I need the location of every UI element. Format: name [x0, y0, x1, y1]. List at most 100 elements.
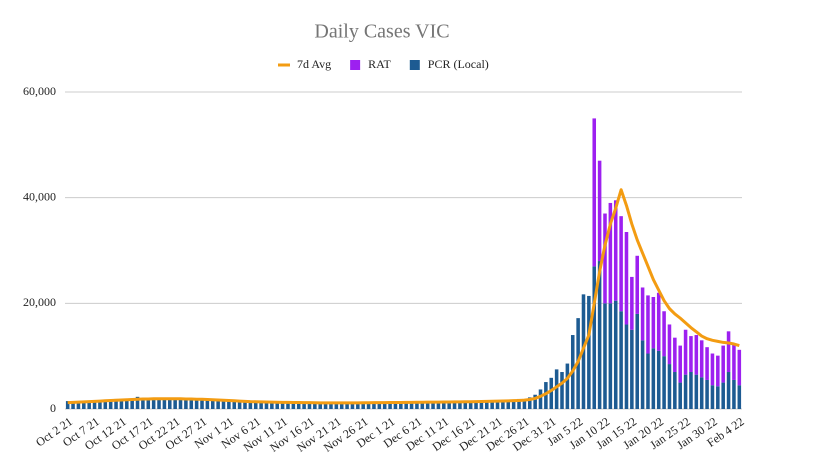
bar — [710, 353, 715, 386]
bar — [608, 303, 613, 409]
bar — [673, 337, 677, 373]
bar — [184, 399, 188, 409]
bar — [431, 402, 435, 409]
bar — [382, 402, 387, 409]
bar — [243, 401, 247, 409]
bar — [87, 400, 91, 409]
y-tick-label: 0 — [50, 401, 56, 415]
legend-label: RAT — [368, 57, 391, 71]
bar — [334, 403, 339, 409]
bar — [162, 398, 167, 409]
legend-label: PCR (Local) — [428, 57, 489, 71]
bar — [114, 398, 118, 409]
bar — [651, 348, 656, 409]
bar — [286, 402, 290, 409]
bar — [678, 345, 682, 383]
bar — [522, 399, 527, 409]
bar — [178, 398, 183, 409]
bar — [662, 356, 666, 409]
bar — [76, 401, 81, 409]
bar — [613, 300, 618, 409]
bar — [721, 345, 725, 383]
bar — [597, 160, 602, 262]
bar — [270, 402, 274, 409]
bar — [296, 402, 301, 409]
bar — [221, 400, 226, 409]
bar — [119, 398, 124, 409]
legend-label: 7d Avg — [297, 57, 331, 71]
bar — [603, 303, 607, 409]
bar — [361, 402, 365, 409]
bar — [339, 402, 344, 409]
bar — [538, 389, 543, 409]
bar — [592, 118, 597, 267]
bar — [313, 403, 317, 409]
bar — [98, 400, 102, 409]
bar — [425, 402, 430, 409]
bar — [436, 402, 441, 409]
bar — [689, 372, 693, 409]
bar — [173, 398, 177, 409]
bar — [210, 400, 215, 409]
bar — [108, 399, 113, 409]
bar — [662, 311, 666, 357]
bar — [705, 347, 709, 380]
bar — [366, 402, 371, 409]
bar — [646, 295, 650, 354]
bar — [232, 401, 237, 409]
bar — [667, 324, 672, 365]
legend-swatch — [409, 60, 420, 70]
bar — [527, 397, 532, 409]
bar — [404, 402, 408, 409]
bar — [264, 402, 269, 409]
bar — [619, 216, 623, 312]
bar — [667, 364, 672, 409]
bar — [673, 372, 677, 409]
bar — [248, 402, 253, 409]
line — [67, 188, 740, 405]
bar — [92, 400, 97, 409]
bar — [619, 311, 623, 409]
bar — [699, 377, 704, 409]
y-tick-label: 60,000 — [23, 84, 56, 98]
bar — [168, 399, 172, 409]
bar — [302, 402, 306, 409]
bar — [635, 313, 639, 409]
bar — [608, 202, 613, 304]
bar — [560, 372, 564, 409]
bar — [237, 401, 242, 409]
bar — [732, 344, 736, 380]
bar — [613, 200, 618, 301]
bar — [157, 398, 161, 409]
bar — [474, 401, 478, 409]
bar — [318, 403, 322, 409]
bar — [194, 399, 199, 409]
bar — [640, 340, 645, 409]
bar — [501, 400, 505, 409]
y-tick-label: 20,000 — [23, 295, 56, 309]
bar — [275, 402, 280, 409]
bar — [630, 276, 634, 330]
bar — [82, 401, 86, 409]
bar — [716, 355, 720, 387]
bar — [253, 402, 258, 409]
bar — [699, 340, 704, 378]
bar — [635, 255, 639, 314]
bar — [458, 401, 462, 409]
bar — [694, 374, 699, 409]
bar — [721, 382, 725, 409]
y-tick-label: 40,000 — [23, 189, 56, 203]
bar — [640, 287, 645, 341]
bar — [554, 369, 559, 409]
bar — [624, 324, 629, 409]
bar — [490, 401, 494, 409]
bar — [151, 398, 156, 409]
bar — [200, 399, 204, 409]
bar — [479, 401, 484, 409]
bar — [651, 296, 656, 349]
bar — [146, 398, 151, 409]
bar — [377, 402, 382, 409]
bar — [130, 398, 134, 409]
bar — [135, 396, 140, 409]
